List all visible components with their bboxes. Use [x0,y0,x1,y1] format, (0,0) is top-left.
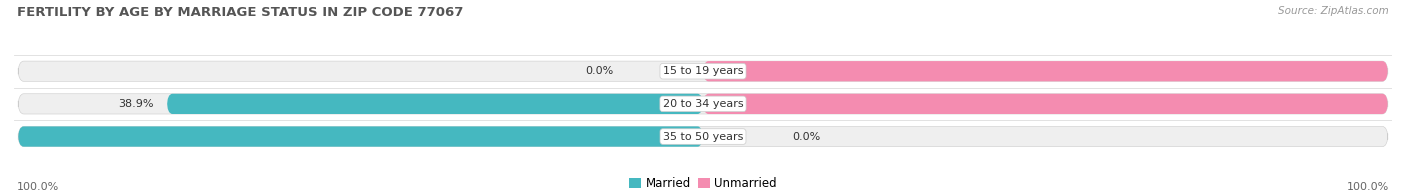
FancyBboxPatch shape [18,61,1388,81]
Text: 35 to 50 years: 35 to 50 years [662,132,744,142]
Text: FERTILITY BY AGE BY MARRIAGE STATUS IN ZIP CODE 77067: FERTILITY BY AGE BY MARRIAGE STATUS IN Z… [17,6,463,19]
Text: 20 to 34 years: 20 to 34 years [662,99,744,109]
Legend: Married, Unmarried: Married, Unmarried [628,177,778,190]
FancyBboxPatch shape [703,94,1388,114]
FancyBboxPatch shape [18,94,1388,114]
FancyBboxPatch shape [18,126,1388,147]
Text: 15 to 19 years: 15 to 19 years [662,66,744,76]
Text: 100.0%: 100.0% [1347,182,1389,192]
FancyBboxPatch shape [18,126,703,147]
Text: 0.0%: 0.0% [793,132,821,142]
Text: 0.0%: 0.0% [585,66,613,76]
FancyBboxPatch shape [167,94,703,114]
Text: 100.0%: 100.0% [17,182,59,192]
Text: 38.9%: 38.9% [118,99,153,109]
FancyBboxPatch shape [703,61,1388,81]
Text: Source: ZipAtlas.com: Source: ZipAtlas.com [1278,6,1389,16]
